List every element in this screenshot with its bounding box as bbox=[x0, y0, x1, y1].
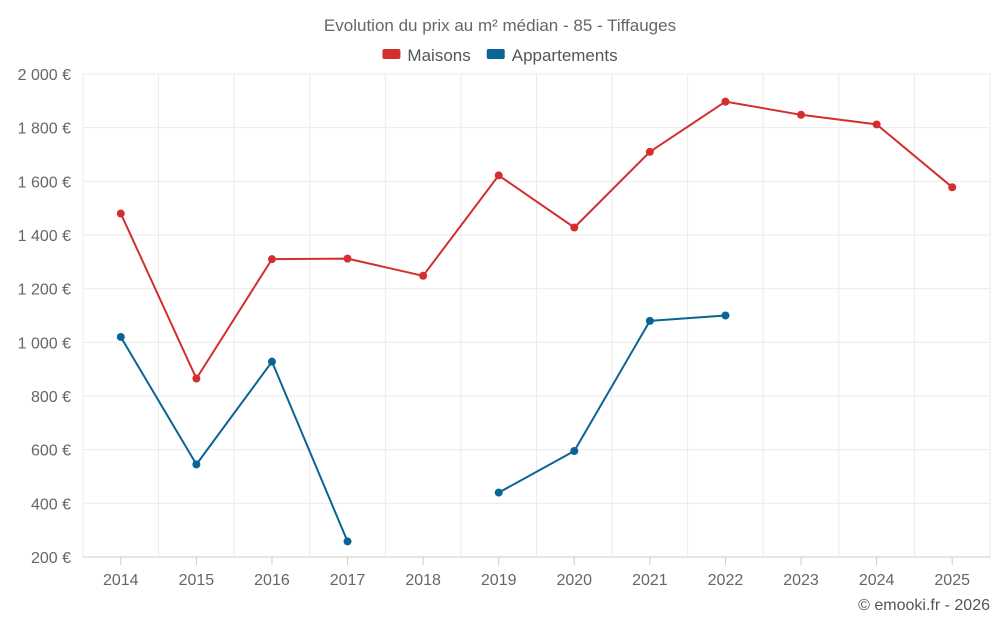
series-line bbox=[119, 100, 953, 380]
data-point[interactable]: Maisons 2025: 1578 € bbox=[948, 183, 957, 192]
series-line bbox=[119, 336, 349, 542]
data-point[interactable]: Appartements 2014: 1020 € bbox=[116, 332, 125, 341]
data-point[interactable]: Maisons 2014: 1480 € bbox=[116, 209, 125, 218]
chart-title: Evolution du prix au m² médian - 85 - Ti… bbox=[324, 16, 676, 35]
y-tick-label: 1 600 € bbox=[18, 174, 71, 191]
x-tick-label: 2025 bbox=[934, 572, 970, 589]
x-tick-label: 2017 bbox=[330, 572, 366, 589]
series-layer: Maisons 2014: 1480 € Maisons 2015: 865 € M… bbox=[116, 97, 957, 546]
data-point[interactable]: Maisons 2018: 1248 € bbox=[419, 271, 428, 280]
y-gridlines bbox=[83, 73, 990, 504]
x-tick-label: 2023 bbox=[783, 572, 819, 589]
series-line bbox=[498, 314, 726, 494]
x-tick-label: 2022 bbox=[708, 572, 744, 589]
data-point[interactable]: Maisons 2024: 1812 € bbox=[872, 120, 881, 129]
data-point[interactable]: Maisons 2017: 1312 € bbox=[343, 254, 352, 263]
y-tick-label: 1 000 € bbox=[18, 335, 71, 352]
x-tick-label: 2014 bbox=[103, 572, 139, 589]
x-axis-tick-labels: 2014 2015 2016 2017 2018 2019 2020 2021 2022 2023… bbox=[103, 557, 970, 589]
y-tick-label: 1 400 € bbox=[18, 228, 71, 245]
x-tick-label: 2024 bbox=[859, 572, 895, 589]
data-point[interactable]: Maisons 2015: 865 € bbox=[192, 374, 201, 383]
y-tick-label: 600 € bbox=[31, 443, 71, 460]
legend-swatch[interactable] bbox=[486, 49, 505, 59]
data-point[interactable]: Maisons 2021: 1710 € bbox=[645, 147, 654, 156]
legend: Maisons Appartements bbox=[382, 46, 618, 65]
y-tick-label: 2 000 € bbox=[18, 67, 71, 84]
x-gridlines bbox=[82, 74, 991, 557]
legend-label[interactable]: Maisons bbox=[407, 46, 470, 65]
data-point[interactable]: Appartements 2020: 595 € bbox=[570, 447, 579, 456]
y-axis-tick-labels: 200 € 400 € 600 € 800 € 1 000 € 1 200 € 1 400 … bbox=[18, 67, 71, 567]
y-tick-label: 400 € bbox=[31, 496, 71, 513]
x-tick-label: 2015 bbox=[179, 572, 215, 589]
data-point[interactable]: Maisons 2023: 1848 € bbox=[797, 110, 806, 119]
data-point[interactable]: Appartements 2019: 440 € bbox=[494, 488, 503, 497]
legend-label[interactable]: Appartements bbox=[512, 46, 618, 65]
data-point[interactable]: Maisons 2020: 1428 € bbox=[570, 223, 579, 232]
data-point[interactable]: Appartements 2015: 545 € bbox=[192, 460, 201, 469]
x-tick-label: 2018 bbox=[405, 572, 441, 589]
x-tick-label: 2021 bbox=[632, 572, 668, 589]
data-point[interactable]: Appartements 2021: 1080 € bbox=[645, 316, 654, 325]
data-point[interactable]: Maisons 2019: 1622 € bbox=[494, 171, 503, 180]
y-tick-label: 1 800 € bbox=[18, 121, 71, 138]
legend-swatch[interactable] bbox=[382, 49, 401, 59]
data-point[interactable]: Appartements 2016: 928 € bbox=[267, 357, 276, 366]
data-point[interactable]: Appartements 2017: 258 € bbox=[343, 537, 352, 546]
x-tick-label: 2016 bbox=[254, 572, 290, 589]
data-point[interactable]: Maisons 2016: 1310 € bbox=[267, 255, 276, 264]
x-tick-label: 2020 bbox=[556, 572, 592, 589]
y-tick-label: 1 200 € bbox=[18, 282, 71, 299]
y-tick-label: 200 € bbox=[31, 550, 71, 567]
data-point[interactable]: Appartements 2022: 1100 € bbox=[721, 311, 730, 320]
series-maisons: Maisons 2014: 1480 € Maisons 2015: 865 € M… bbox=[116, 97, 957, 383]
data-point[interactable]: Maisons 2022: 1897 € bbox=[721, 97, 730, 106]
series-appartements: Appartements 2014: 1020 € Appartements 20… bbox=[116, 311, 730, 546]
x-tick-label: 2019 bbox=[481, 572, 517, 589]
y-tick-label: 800 € bbox=[31, 389, 71, 406]
credit-label: © emooki.fr - 2026 bbox=[858, 597, 990, 614]
